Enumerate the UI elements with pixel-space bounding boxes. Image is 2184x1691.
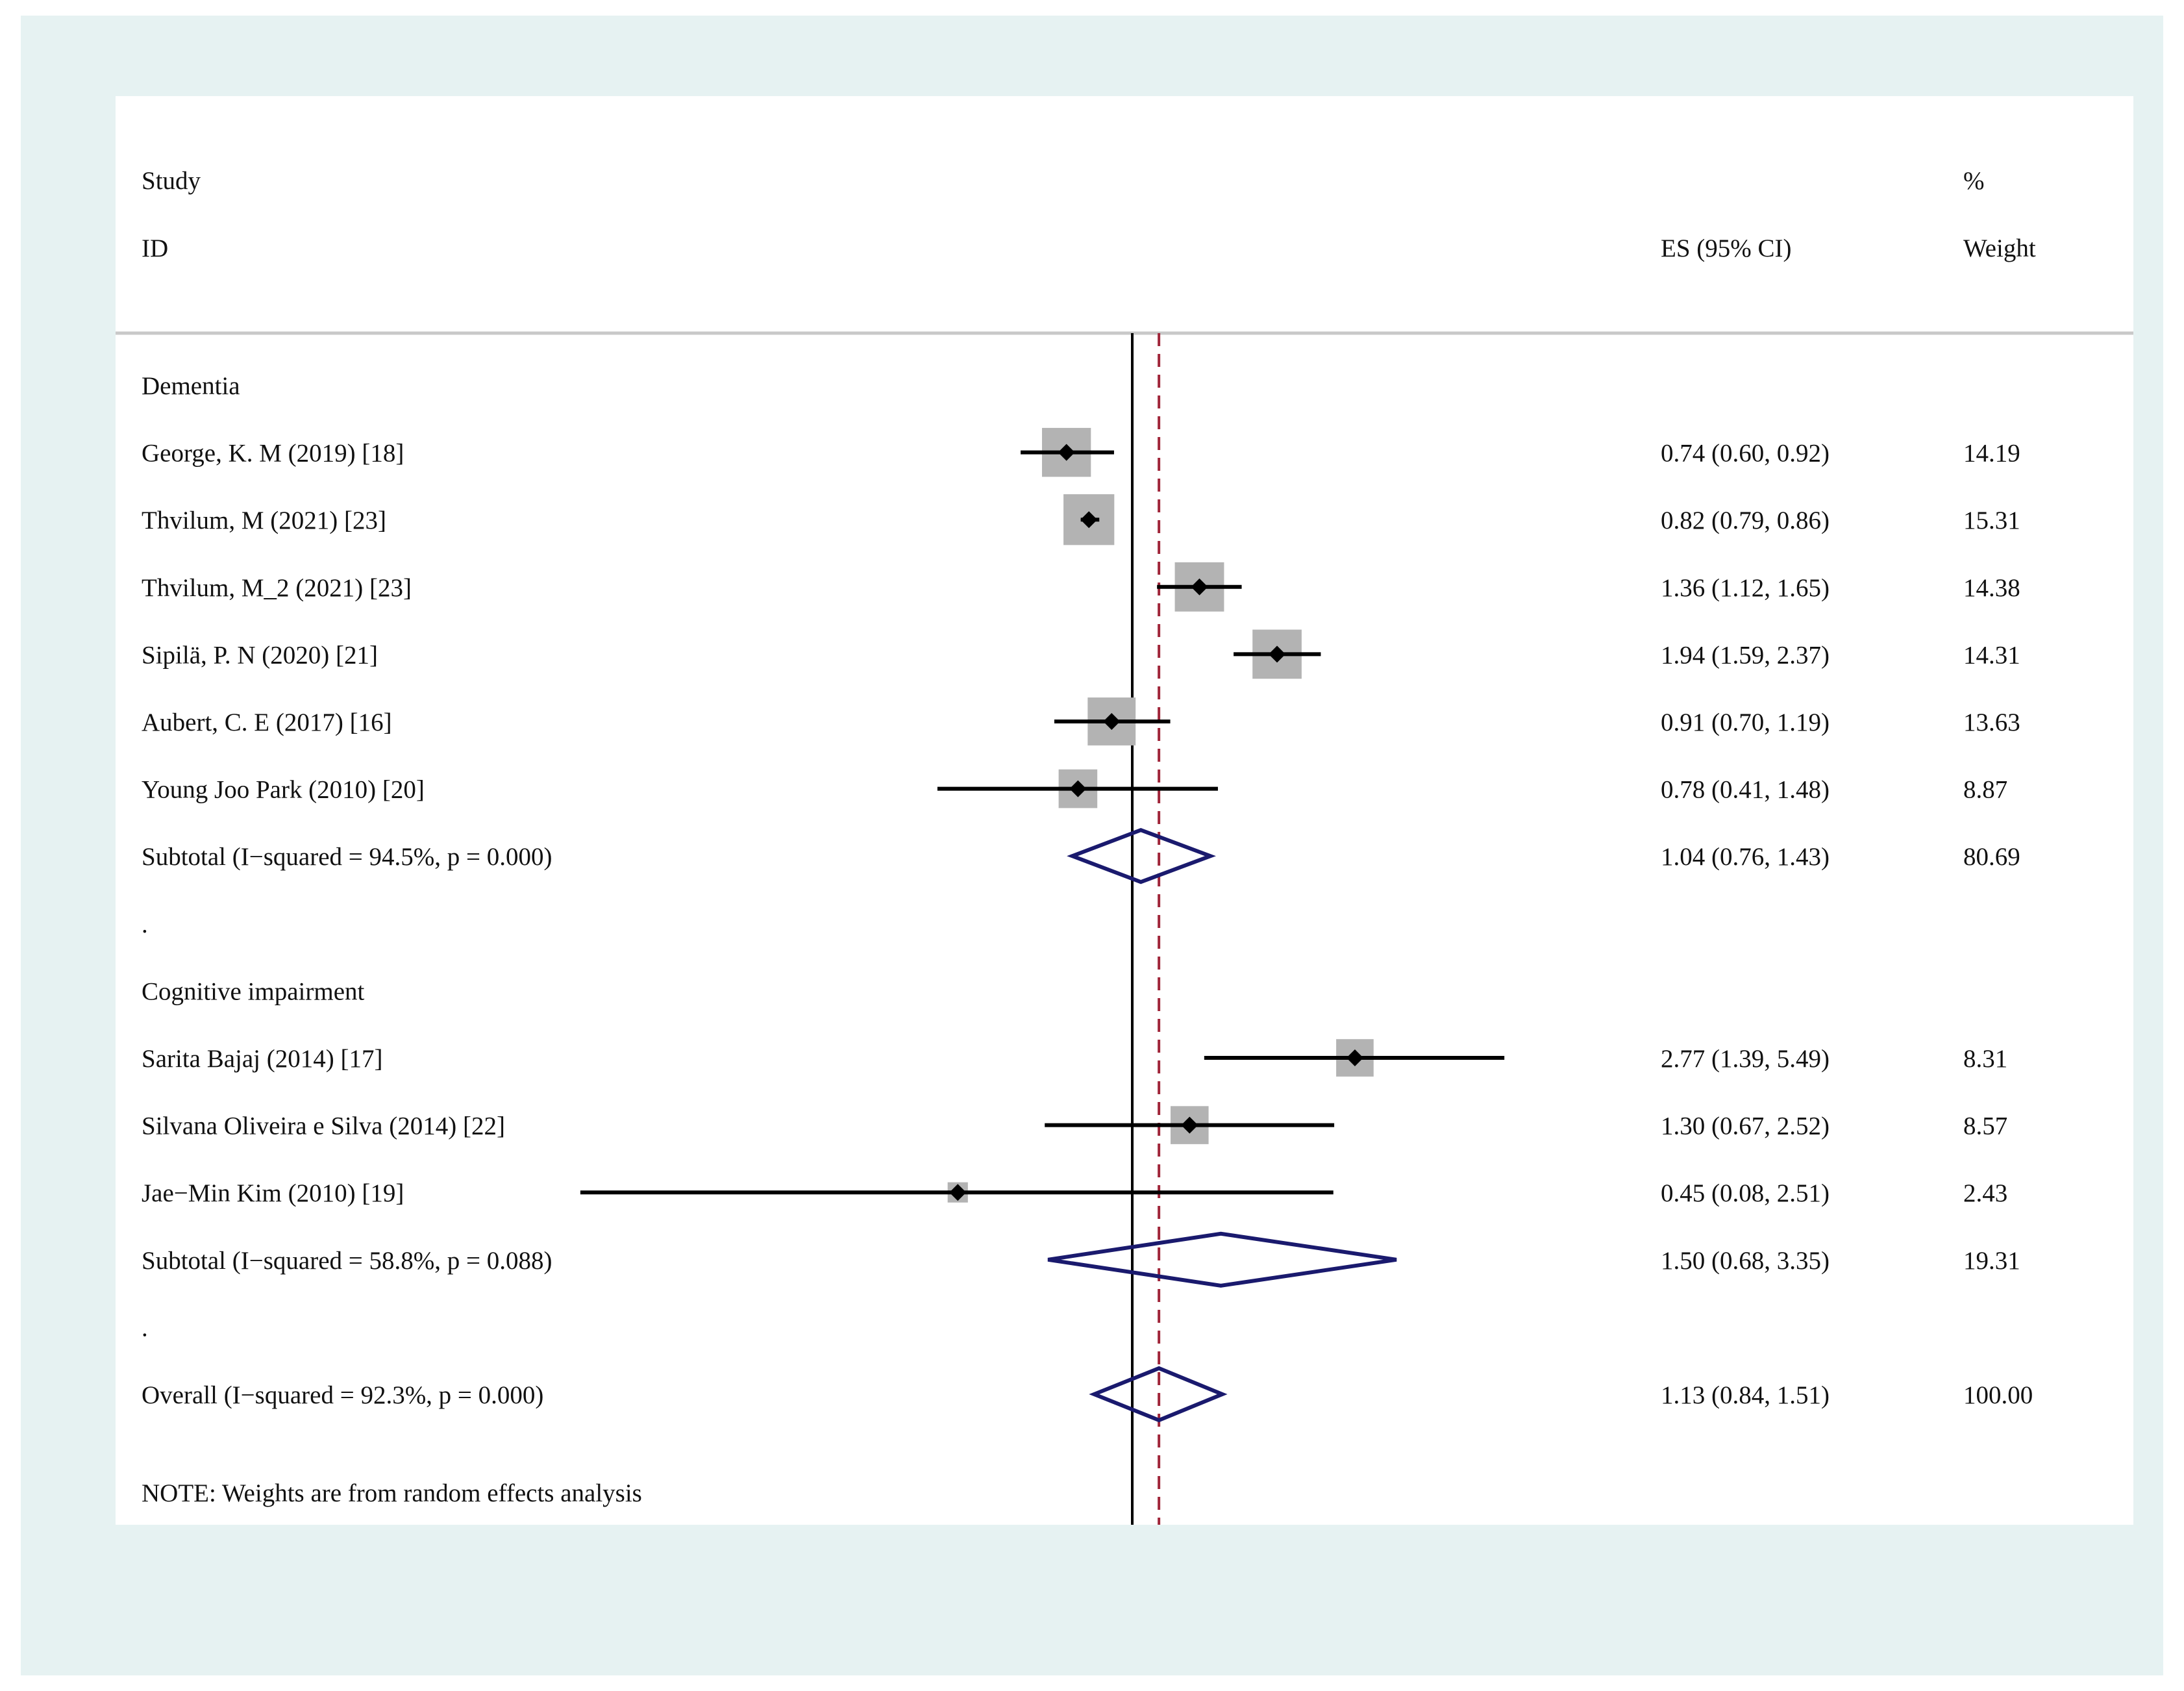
- forest-marks: Dementia George, K. M (2019) [18] 0.74 (0.…: [142, 333, 2033, 1525]
- row-5-weight-text: 13.63: [1963, 708, 2020, 736]
- row-0-label: Dementia: [142, 372, 240, 400]
- row-12-weight-text: 2.43: [1963, 1179, 2007, 1207]
- figure-background: Study ID ES (95% CI) % Weight Dementia Ge…: [21, 16, 2163, 1675]
- forest-plot: Study ID ES (95% CI) % Weight Dementia Ge…: [116, 167, 2133, 1525]
- row-7-weight-text: 80.69: [1963, 843, 2020, 871]
- row-11-es-text: 1.30 (0.67, 2.52): [1661, 1112, 1830, 1140]
- row-10-point: [1346, 1049, 1363, 1066]
- row-14-label: .: [142, 1314, 148, 1342]
- header-study: Study: [142, 167, 201, 195]
- row-7-diamond: [1067, 827, 1216, 884]
- row-11-weight-text: 8.57: [1963, 1112, 2007, 1140]
- row-1-point: [1058, 444, 1075, 461]
- row-4-label: Sipilä, P. N (2020) [21]: [142, 641, 378, 669]
- row-2-weight-text: 15.31: [1963, 507, 2020, 534]
- row-4-point: [1269, 645, 1286, 663]
- row-2-point: [1080, 511, 1098, 529]
- row-7-es-text: 1.04 (0.76, 1.43): [1661, 843, 1830, 871]
- row-10-weight-text: 8.31: [1963, 1045, 2007, 1073]
- row-3-point: [1191, 578, 1208, 595]
- row-6-point: [1069, 780, 1087, 797]
- header-id: ID: [142, 234, 168, 262]
- row-6-weight-text: 8.87: [1963, 776, 2007, 804]
- row-6-label: Young Joo Park (2010) [20]: [142, 776, 425, 804]
- row-5-label: Aubert, C. E (2017) [16]: [142, 708, 392, 736]
- row-6-es-text: 0.78 (0.41, 1.48): [1661, 776, 1830, 804]
- row-1-weight-text: 14.19: [1963, 440, 2020, 468]
- header-weight: Weight: [1963, 234, 2036, 262]
- row-3-label: Thvilum, M_2 (2021) [23]: [142, 574, 412, 602]
- row-8-label: .: [142, 910, 148, 938]
- row-2-es-text: 0.82 (0.79, 0.86): [1661, 507, 1830, 534]
- row-15-es-text: 1.13 (0.84, 1.51): [1661, 1381, 1830, 1409]
- row-15-weight-text: 100.00: [1963, 1381, 2033, 1409]
- row-2-label: Thvilum, M (2021) [23]: [142, 507, 386, 534]
- note-text: NOTE: Weights are from random effects an…: [142, 1479, 642, 1507]
- row-15-diamond: [1089, 1366, 1228, 1423]
- row-13-diamond: [1047, 1231, 1397, 1288]
- row-10-es-text: 2.77 (1.39, 5.49): [1661, 1045, 1830, 1073]
- row-7-label: Subtotal (I−squared = 94.5%, p = 0.000): [142, 843, 552, 871]
- row-1-es-text: 0.74 (0.60, 0.92): [1661, 440, 1830, 468]
- row-13-es-text: 1.50 (0.68, 3.35): [1661, 1247, 1830, 1275]
- row-13-weight-text: 19.31: [1963, 1247, 2020, 1275]
- row-12-label: Jae−Min Kim (2010) [19]: [142, 1179, 404, 1207]
- plot-area: Study ID ES (95% CI) % Weight Dementia Ge…: [116, 96, 2133, 1525]
- row-5-point: [1103, 713, 1121, 730]
- row-5-es-text: 0.91 (0.70, 1.19): [1661, 708, 1830, 736]
- row-9-label: Cognitive impairment: [142, 977, 365, 1005]
- row-3-weight-text: 14.38: [1963, 574, 2020, 602]
- row-11-point: [1181, 1116, 1198, 1134]
- row-12-es-text: 0.45 (0.08, 2.51): [1661, 1179, 1830, 1207]
- row-4-es-text: 1.94 (1.59, 2.37): [1661, 641, 1830, 669]
- header-percent: %: [1963, 167, 1985, 195]
- row-15-label: Overall (I−squared = 92.3%, p = 0.000): [142, 1381, 543, 1409]
- row-4-weight-text: 14.31: [1963, 641, 2020, 669]
- row-13-label: Subtotal (I−squared = 58.8%, p = 0.088): [142, 1247, 552, 1275]
- row-10-label: Sarita Bajaj (2014) [17]: [142, 1045, 382, 1073]
- row-12-point: [949, 1184, 967, 1201]
- row-3-es-text: 1.36 (1.12, 1.65): [1661, 574, 1830, 602]
- row-11-label: Silvana Oliveira e Silva (2014) [22]: [142, 1112, 505, 1140]
- header-es: ES (95% CI): [1661, 234, 1791, 262]
- row-1-label: George, K. M (2019) [18]: [142, 440, 404, 468]
